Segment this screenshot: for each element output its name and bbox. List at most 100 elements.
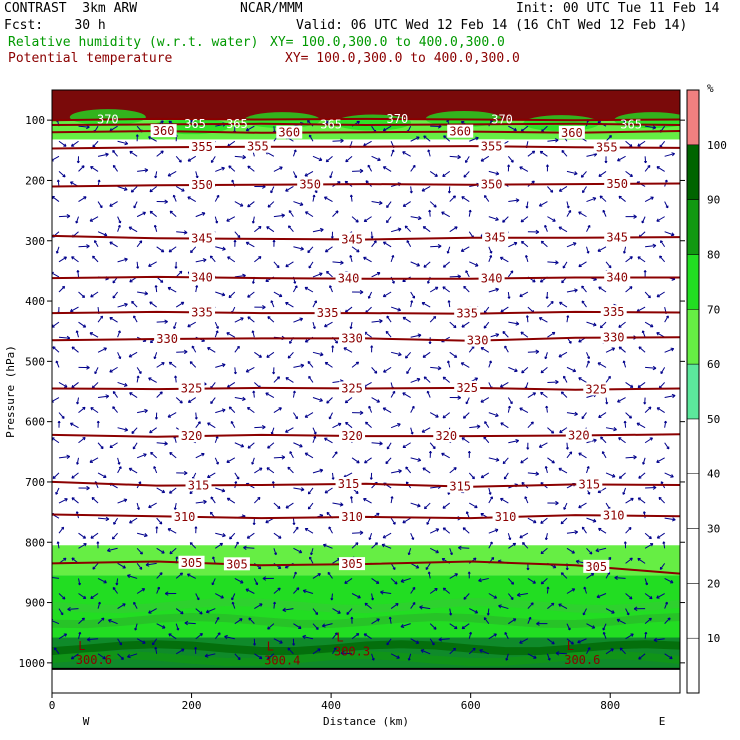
wind-vector [371, 397, 380, 403]
wind-vector-head [236, 476, 240, 480]
wind-vector [58, 608, 64, 616]
wind-vector-head [168, 361, 173, 365]
wind-vector-head [267, 626, 271, 630]
wind-vector [58, 336, 70, 339]
wind-vector [195, 593, 200, 601]
wind-vector-head [446, 360, 450, 364]
wind-vector-head [622, 492, 626, 495]
wind-vector [55, 360, 60, 368]
wind-vector [52, 437, 60, 444]
wind-vector [192, 472, 197, 480]
wind-vector [504, 472, 509, 480]
wind-vector-head [637, 143, 641, 147]
theta-label-bg [297, 177, 324, 191]
wind-vector [605, 397, 608, 405]
colorbar-tick-label: 20 [707, 577, 720, 590]
title-init: Init: 00 UTC Tue 11 Feb 14 [516, 1, 720, 16]
wind-vector [246, 125, 255, 132]
wind-vector-head [356, 249, 360, 253]
wind-vector-head [273, 601, 277, 605]
wind-vector [117, 381, 128, 387]
wind-vector [117, 352, 121, 359]
wind-vector-head [580, 174, 584, 178]
wind-vector [148, 261, 157, 267]
wind-vector-head [123, 382, 128, 387]
wind-vector-head [159, 572, 163, 576]
wind-vector-head [363, 218, 368, 223]
wind-vector-head [242, 396, 246, 402]
wind-vector [112, 532, 118, 540]
wind-vector [449, 623, 458, 630]
wind-vector [547, 602, 555, 609]
wind-vector-head [76, 160, 80, 164]
wind-vector-head [538, 317, 543, 321]
wind-vector [617, 155, 626, 162]
wind-vector-head [659, 567, 663, 570]
wind-vector-head [560, 572, 564, 576]
wind-vector-head [364, 460, 368, 464]
wind-vector-head [442, 173, 446, 177]
wind-vector [469, 502, 478, 509]
wind-vector-head [670, 232, 675, 237]
theta-contour-label: 320 [341, 429, 363, 443]
wind-vector [214, 542, 223, 549]
wind-vector-head [461, 437, 465, 441]
wind-vector [586, 352, 590, 359]
wind-vector [484, 421, 490, 428]
wind-vector [566, 531, 578, 534]
wind-vector [603, 632, 607, 639]
wind-vector [341, 652, 353, 655]
wind-vector-head [392, 521, 396, 525]
wind-vector-head [619, 647, 623, 651]
wind-vector [424, 502, 431, 510]
wind-vector [246, 241, 255, 248]
wind-vector [463, 171, 470, 178]
wind-vector [488, 496, 493, 504]
wind-vector-head [55, 492, 59, 495]
wind-vector [253, 497, 261, 504]
wind-vector [332, 380, 344, 383]
theta-contour-label: 325 [181, 382, 203, 396]
wind-vector [214, 216, 218, 224]
wind-vector-head [421, 302, 426, 306]
wind-vector [270, 300, 275, 308]
wind-vector [293, 487, 305, 491]
wind-vector-head [550, 189, 554, 193]
wind-vector-head [563, 507, 567, 510]
wind-vector [210, 255, 216, 263]
wind-vector-head [112, 406, 116, 410]
wind-vector [402, 517, 411, 524]
wind-vector-head [139, 551, 143, 555]
wind-vector-head [622, 251, 626, 254]
wind-vector-head [231, 179, 235, 183]
wind-vector [90, 532, 99, 539]
wind-vector-head [245, 127, 250, 132]
wind-vector-head [259, 603, 263, 607]
wind-vector [245, 588, 255, 594]
wind-vector-head [331, 477, 335, 480]
wind-vector [234, 541, 239, 549]
wind-vector-head [109, 316, 113, 321]
wind-vector [438, 638, 450, 641]
wind-vector-head [97, 179, 101, 183]
wind-vector [547, 139, 559, 142]
wind-vector-head [533, 655, 537, 659]
wind-vector [293, 412, 298, 420]
wind-vector [252, 216, 255, 224]
wind-vector [410, 136, 420, 142]
wind-vector-head [461, 625, 465, 630]
wind-vector-head [495, 457, 500, 462]
wind-vector-head [434, 587, 438, 592]
wind-vector [465, 270, 470, 278]
wind-vector [293, 526, 299, 534]
wind-vector-head [391, 149, 395, 153]
wind-vector [332, 647, 337, 655]
wind-vector-head [149, 301, 153, 305]
wind-vector [254, 603, 263, 610]
wind-vector [246, 532, 255, 539]
theta-label-bg [604, 270, 631, 284]
wind-vector-head [324, 490, 328, 494]
wind-vector [229, 532, 236, 540]
wind-vector [308, 376, 314, 383]
wind-vector [480, 155, 490, 162]
